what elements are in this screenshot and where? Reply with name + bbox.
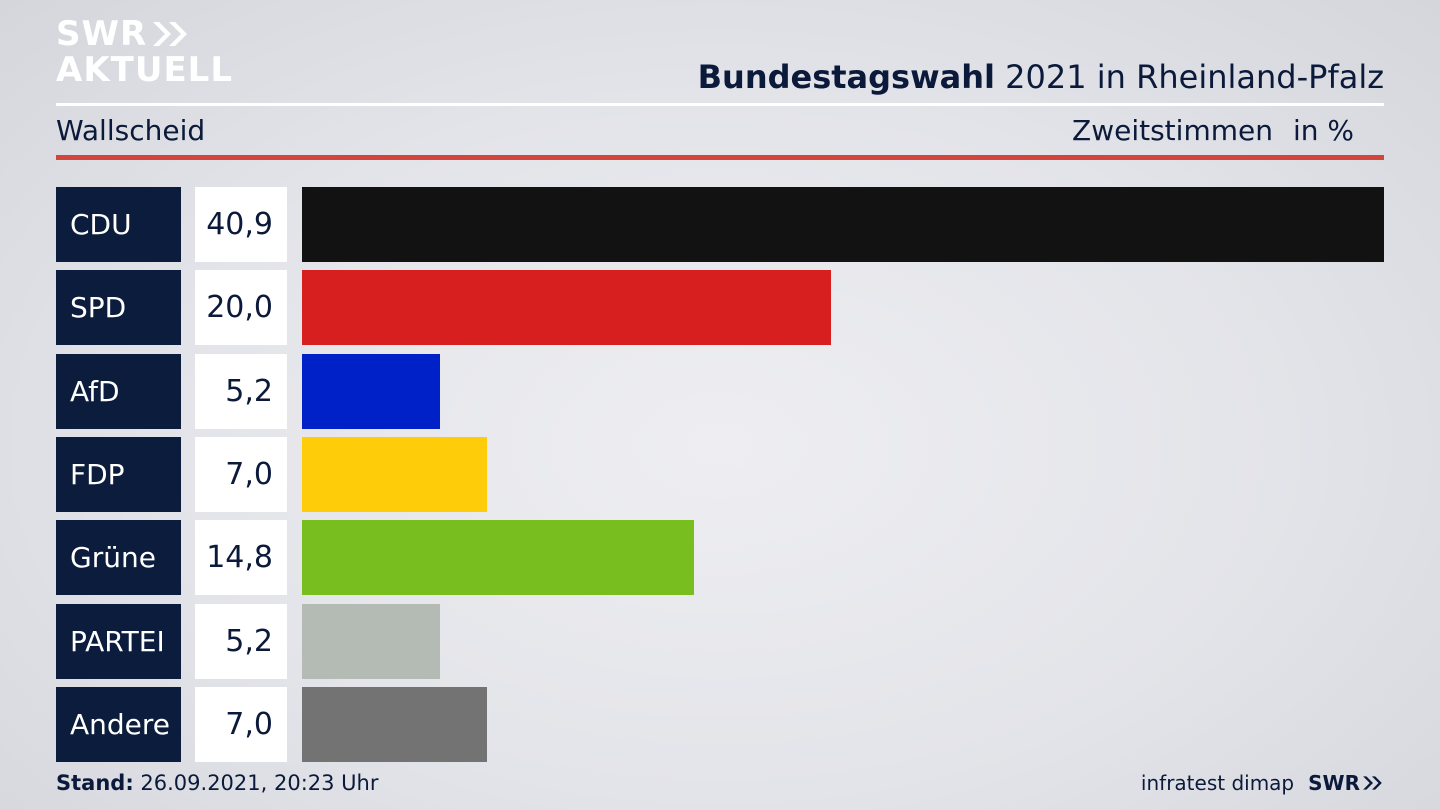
location-label: Wallscheid <box>56 114 206 147</box>
footer-chevron-icon <box>1363 776 1382 790</box>
bar-gr-ne <box>302 520 694 595</box>
stand-label: Stand: <box>56 771 134 795</box>
logo-text-aktuell: AKTUELL <box>56 50 234 90</box>
stand-value: 26.09.2021, 20:23 Uhr <box>133 771 379 795</box>
bar-spd <box>302 270 831 345</box>
value-label-partei: 5,2 <box>195 604 287 679</box>
bar-afd <box>302 354 440 429</box>
party-label-fdp: FDP <box>56 437 181 512</box>
bar-fdp <box>302 437 487 512</box>
value-label-afd: 5,2 <box>195 354 287 429</box>
footer-brand-text: SWR <box>1308 771 1360 795</box>
value-label-spd: 20,0 <box>195 270 287 345</box>
party-label-andere: Andere <box>56 687 181 762</box>
bar-cdu <box>302 187 1384 262</box>
party-label-spd: SPD <box>56 270 181 345</box>
source-credit: infratest dimap SWR <box>1141 771 1384 795</box>
footer-brand: SWR <box>1308 771 1384 795</box>
title-rest: 2021 in Rheinland-Pfalz <box>995 58 1384 96</box>
party-label-cdu: CDU <box>56 187 181 262</box>
value-label-fdp: 7,0 <box>195 437 287 512</box>
source-label: infratest dimap <box>1140 771 1295 795</box>
vote-type-text: Zweitstimmen <box>1072 114 1273 147</box>
double-chevron-icon <box>153 22 188 46</box>
value-label-gr-ne: 14,8 <box>195 520 287 595</box>
header-divider <box>56 103 1384 106</box>
logo-text-swr: SWR <box>56 14 148 54</box>
title-bold: Bundestagswahl <box>697 58 995 96</box>
party-label-gr-ne: Grüne <box>56 520 181 595</box>
timestamp: Stand: 26.09.2021, 20:23 Uhr <box>56 771 379 795</box>
vote-type-label: Zweitstimmen in % <box>1072 114 1354 147</box>
unit-label: in % <box>1292 114 1354 147</box>
swr-aktuell-logo: SWR AKTUELL <box>56 16 233 88</box>
page-title: Bundestagswahl 2021 in Rheinland-Pfalz <box>698 58 1384 96</box>
bar-andere <box>302 687 487 762</box>
bar-partei <box>302 604 440 679</box>
party-label-partei: PARTEI <box>56 604 181 679</box>
value-label-cdu: 40,9 <box>195 187 287 262</box>
accent-divider <box>56 155 1384 160</box>
value-label-andere: 7,0 <box>195 687 287 762</box>
party-label-afd: AfD <box>56 354 181 429</box>
